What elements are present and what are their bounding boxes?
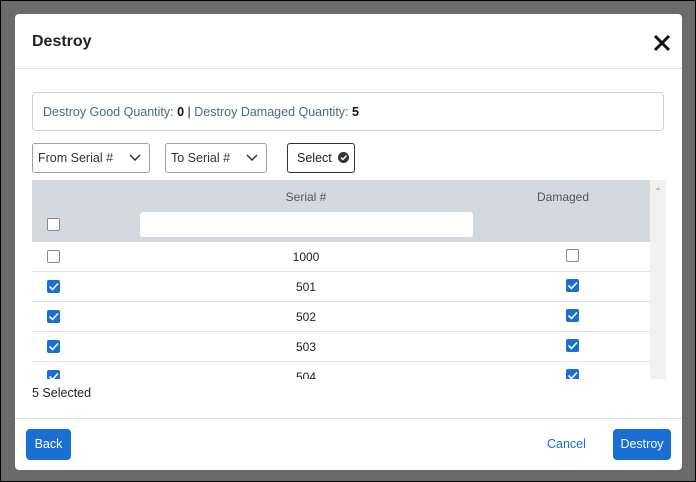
- good-value: 0: [177, 105, 185, 119]
- check-mark: [567, 311, 578, 320]
- table-row: 501: [32, 272, 650, 302]
- damaged-checkbox[interactable]: [566, 339, 579, 352]
- damaged-checkbox[interactable]: [566, 249, 579, 262]
- good-label: Destroy Good Quantity:: [43, 105, 174, 119]
- select-button[interactable]: Select: [287, 143, 355, 173]
- check-mark: [48, 342, 59, 351]
- check-icon: [338, 152, 350, 163]
- row-select-checkbox[interactable]: [47, 280, 60, 293]
- check-mark: [48, 282, 59, 291]
- chevron: [129, 154, 141, 162]
- row-select-checkbox[interactable]: [47, 370, 60, 379]
- scroll-arrow: [655, 187, 661, 190]
- check-mark: [567, 281, 578, 290]
- damaged-label: Destroy Damaged Quantity:: [194, 105, 349, 119]
- check-mark: [48, 312, 59, 321]
- serial-table: Serial # Damaged 1000 501 502 503 504: [32, 180, 666, 379]
- table-row: 1000: [32, 242, 650, 272]
- cancel-button[interactable]: Cancel: [547, 437, 586, 451]
- damaged-checkbox[interactable]: [566, 279, 579, 292]
- from-label: From Serial #: [38, 151, 114, 165]
- table-row: 504: [32, 362, 650, 379]
- row-select-checkbox[interactable]: [47, 310, 60, 323]
- to-dropdown[interactable]: To Serial #: [165, 143, 267, 173]
- serial-search-input[interactable]: [140, 212, 473, 237]
- row-select-checkbox[interactable]: [47, 340, 60, 353]
- damaged-checkbox[interactable]: [566, 309, 579, 322]
- damaged-header: Damaged: [536, 190, 590, 204]
- damaged-checkbox[interactable]: [566, 369, 579, 379]
- to-label: To Serial #: [171, 151, 231, 165]
- dialog-title: Destroy: [32, 33, 92, 50]
- select-label: Select: [297, 151, 332, 165]
- table-row: 503: [32, 332, 650, 362]
- serial-cell: 1000: [292, 250, 320, 264]
- serial-cell: 501: [295, 280, 317, 294]
- chevron: [246, 154, 258, 162]
- summary-box: Destroy Good Quantity: 0 | Destroy Damag…: [32, 92, 664, 131]
- back-button[interactable]: Back: [26, 429, 71, 460]
- check-mark: [567, 371, 578, 379]
- serial-cell: 503: [295, 340, 317, 354]
- serial-header: Serial #: [285, 190, 327, 204]
- select-all-checkbox[interactable]: [47, 218, 60, 231]
- serial-cell: 502: [295, 310, 317, 324]
- from-dropdown[interactable]: From Serial #: [32, 143, 150, 173]
- destroy-button[interactable]: Destroy: [613, 429, 671, 460]
- check-mark: [567, 341, 578, 350]
- separator: |: [187, 105, 191, 119]
- divider: [15, 418, 682, 419]
- check-mark: [48, 372, 59, 379]
- scrollbar[interactable]: [650, 180, 666, 379]
- table-row: 502: [32, 302, 650, 332]
- damaged-value: 5: [352, 105, 359, 119]
- row-select-checkbox[interactable]: [47, 250, 60, 263]
- divider: [15, 68, 682, 69]
- serial-cell: 504: [295, 370, 317, 379]
- dialog: Destroy Destroy Good Quantity: 0 | Destr…: [15, 14, 682, 470]
- selected-count: 5 Selected: [32, 386, 92, 400]
- close-button[interactable]: [651, 32, 673, 54]
- table-header: Serial # Damaged: [32, 180, 650, 242]
